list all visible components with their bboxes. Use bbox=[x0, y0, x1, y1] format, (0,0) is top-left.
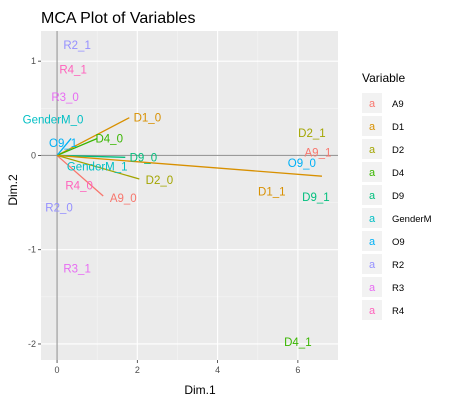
plot-panel bbox=[41, 31, 338, 360]
legend-label: A9 bbox=[392, 99, 404, 110]
point-label: R4_0 bbox=[65, 181, 93, 193]
y-axis-ticks: -2 -1 0 1 bbox=[28, 56, 41, 349]
legend-label: D1 bbox=[392, 122, 404, 133]
legend-key-glyph: a bbox=[369, 305, 376, 317]
x-tick-label: 6 bbox=[295, 365, 300, 375]
point-label: R3_0 bbox=[51, 92, 79, 104]
legend-title: Variable bbox=[362, 71, 405, 85]
y-tick-label: -1 bbox=[28, 245, 36, 255]
point-label: R4_1 bbox=[59, 65, 87, 77]
legend-key bbox=[362, 300, 382, 320]
point-label: D1_1 bbox=[258, 186, 286, 198]
point-label: R3_1 bbox=[63, 264, 91, 276]
chart-title: MCA Plot of Variables bbox=[41, 10, 195, 27]
point-label: D1_0 bbox=[134, 113, 162, 125]
legend-key-glyph: a bbox=[369, 190, 376, 202]
legend-label: D2 bbox=[392, 145, 404, 156]
legend-key bbox=[362, 277, 382, 297]
x-axis-title: Dim.1 bbox=[184, 383, 216, 397]
arrow-d1 bbox=[56, 117, 130, 157]
legend-key-glyph: a bbox=[369, 236, 376, 248]
point-label: O9_1 bbox=[49, 138, 77, 150]
y-tick-label: 1 bbox=[31, 56, 36, 66]
legend-key bbox=[362, 93, 382, 113]
legend-label: D4 bbox=[392, 168, 404, 179]
x-tick-label: 2 bbox=[135, 365, 140, 375]
y-axis-title: Dim.2 bbox=[6, 174, 20, 206]
arrow-d1 bbox=[57, 154, 322, 177]
reference-lines bbox=[41, 31, 338, 360]
y-tick-label: 0 bbox=[31, 150, 36, 160]
point-labels: R2_1 R4_1 R3_0 GenderM_0 D1_0 D4_0 O9_1 D9_0Gen… bbox=[23, 40, 332, 349]
arrow-a9 bbox=[56, 154, 104, 197]
point-label: GenderM_1 bbox=[67, 162, 128, 174]
point-label: GenderM_0 bbox=[23, 115, 84, 127]
point-label: D4_1 bbox=[284, 337, 312, 349]
legend-key bbox=[362, 208, 382, 228]
point-label: D2_1 bbox=[298, 128, 326, 140]
legend-label: D9 bbox=[392, 191, 404, 202]
point-label: D9_1 bbox=[302, 192, 330, 204]
arrow-d2 bbox=[56, 154, 140, 180]
arrows bbox=[56, 117, 322, 197]
point-label: R2_0 bbox=[45, 202, 73, 214]
legend-key-glyph: a bbox=[369, 98, 376, 110]
legend-label: O9 bbox=[392, 237, 405, 248]
legend-key-glyph: a bbox=[369, 213, 376, 225]
legend-label: R3 bbox=[392, 283, 404, 294]
point-label: R2_1 bbox=[63, 40, 91, 52]
legend-key bbox=[362, 185, 382, 205]
legend-key-glyph: a bbox=[369, 282, 376, 294]
x-axis-ticks: 0 2 4 6 bbox=[55, 360, 300, 375]
arrow-o9 bbox=[56, 138, 72, 156]
point-label: D2_0 bbox=[146, 175, 174, 187]
legend-label: R2 bbox=[392, 260, 404, 271]
point-label: D9_0 bbox=[130, 152, 158, 164]
legend-key-glyph: a bbox=[369, 259, 376, 271]
legend-label: R4 bbox=[392, 306, 404, 317]
legend-key bbox=[362, 116, 382, 136]
x-tick-label: 0 bbox=[55, 365, 60, 375]
point-label: D4_0 bbox=[95, 133, 123, 145]
grid-minor bbox=[41, 31, 338, 360]
legend-key bbox=[362, 162, 382, 182]
legend-key bbox=[362, 139, 382, 159]
legend-key bbox=[362, 231, 382, 251]
legend-key-glyph: a bbox=[369, 167, 376, 179]
x-tick-label: 4 bbox=[215, 365, 220, 375]
legend-key-glyph: a bbox=[369, 144, 376, 156]
point-label: O9_0 bbox=[288, 158, 316, 170]
legend-key bbox=[362, 254, 382, 274]
arrow-d4 bbox=[56, 137, 98, 157]
point-label: A9_1 bbox=[305, 148, 332, 160]
legend: Variable a A9 a D1 a D2 a D4 a D9 a GenderM a O9 a R2 a R… bbox=[362, 71, 432, 320]
legend-label: GenderM bbox=[392, 214, 432, 225]
y-tick-label: -2 bbox=[28, 339, 36, 349]
legend-key-glyph: a bbox=[369, 121, 376, 133]
point-label: A9_0 bbox=[110, 193, 137, 205]
